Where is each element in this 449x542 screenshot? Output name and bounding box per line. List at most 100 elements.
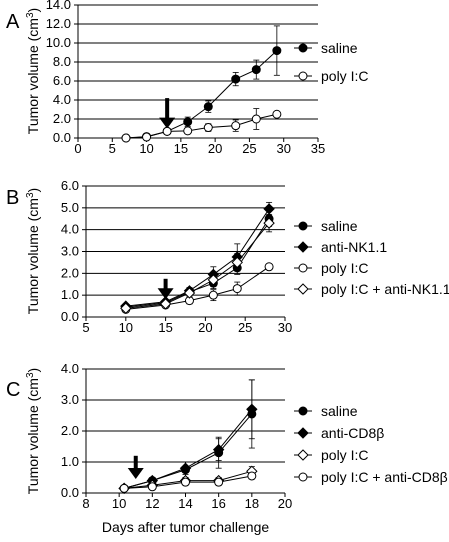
legend-marker: [297, 241, 309, 253]
y-tick-label: 3.0: [61, 392, 79, 407]
y-tick-label: 6.0: [53, 73, 71, 88]
x-tick-label: 30: [278, 320, 292, 335]
panel-letter: A: [6, 11, 20, 33]
treatment-arrowhead: [157, 288, 174, 300]
legend-marker: [298, 43, 308, 53]
data-point: [251, 114, 261, 124]
data-point: [119, 483, 129, 493]
data-point: [231, 121, 241, 131]
legend-entry: saline: [321, 40, 358, 56]
data-point: [214, 477, 224, 487]
legend-marker: [297, 283, 309, 295]
y-tick-label: 5.0: [61, 200, 79, 215]
series-line: [125, 50, 278, 139]
legend-entry: anti-NK1.1: [321, 239, 387, 255]
legend-marker: [298, 263, 308, 273]
y-tick-label: 0.0: [61, 309, 79, 324]
legend-entry: poly I:C + anti-CD8β: [321, 469, 448, 485]
panel-a: A 0.0 2.0 4.0 6.0 8.0 10.0 12.0 14.0 0 5 10 15 20 25 30…: [6, 0, 368, 156]
data-point: [232, 284, 242, 294]
y-tick-label: 4.0: [61, 222, 79, 237]
y-tick-label: 12.0: [46, 16, 71, 31]
y-axis-label: Tumor volume (cm3): [25, 368, 41, 494]
y-tick-label: 0.0: [61, 485, 79, 500]
y-tick-label: 2.0: [61, 265, 79, 280]
data-point: [246, 403, 258, 416]
data-point: [272, 109, 282, 119]
data-point: [121, 133, 131, 143]
series-3: [119, 471, 257, 493]
data-point: [183, 117, 193, 127]
data-point: [264, 262, 274, 272]
panel-letter: B: [6, 187, 19, 209]
data-point: [142, 132, 152, 142]
legend-entry: saline: [321, 403, 358, 419]
legend-entry: poly I:C + anti-NK1.1: [321, 281, 449, 297]
x-tick-label: 10: [112, 496, 126, 511]
data-point: [203, 123, 213, 133]
y-tick-label: 8.0: [53, 54, 71, 69]
data-point: [181, 477, 190, 487]
data-point: [263, 203, 275, 215]
x-tick-label: 12: [145, 496, 159, 511]
treatment-arrowhead: [127, 467, 144, 479]
data-point: [120, 302, 132, 314]
x-tick-label: 15: [174, 141, 188, 156]
x-tick-label: 0: [74, 141, 81, 156]
y-tick-label: 0.0: [53, 130, 71, 145]
legend-marker: [298, 472, 308, 482]
legend-entry: saline: [321, 218, 358, 234]
legend-marker: [297, 449, 309, 461]
x-tick-label: 20: [198, 320, 212, 335]
panel-letter: C: [6, 379, 20, 401]
x-tick-label: 10: [139, 141, 153, 156]
data-point: [208, 290, 218, 300]
series-1: [118, 379, 258, 495]
y-tick-label: 3.0: [61, 244, 79, 259]
panel-b: B 0.0 1.0 2.0 3.0 4.0 5.0 6.0 5 10 15 20 25 30 Tumor v…: [6, 178, 449, 335]
x-tick-label: 20: [208, 141, 222, 156]
panel-c: C 0.0 1.0 2.0 3.0 4.0 8 10 12 14 16 18 20 Tumor volum…: [6, 361, 448, 535]
data-point: [212, 443, 225, 456]
x-tick-label: 20: [278, 496, 292, 511]
x-tick-label: 25: [238, 320, 252, 335]
y-tick-label: 1.0: [61, 454, 79, 469]
y-axis-label: Tumor volume (cm3): [25, 8, 41, 134]
legend-marker: [298, 71, 308, 81]
data-point: [231, 256, 243, 269]
legend-entry: poly I:C: [321, 260, 368, 276]
series-line: [125, 222, 270, 309]
data-point: [179, 462, 192, 474]
x-tick-label: 30: [276, 141, 290, 156]
y-tick-label: 1.0: [61, 287, 79, 302]
legend-marker: [298, 221, 308, 231]
legend-entry: anti-CD8β: [321, 425, 384, 441]
series-0: [121, 210, 274, 312]
legend-marker: [297, 427, 309, 439]
x-tick-label: 8: [82, 496, 89, 511]
y-axis-label: Tumor volume (cm3): [25, 188, 41, 314]
data-point: [203, 102, 213, 112]
x-tick-label: 35: [311, 141, 325, 156]
series-line: [125, 218, 270, 308]
y-tick-label: 4.0: [53, 92, 71, 107]
y-tick-label: 10.0: [46, 35, 71, 50]
y-tick-label: 4.0: [61, 361, 79, 376]
legend-marker: [298, 406, 308, 416]
data-point: [251, 65, 261, 75]
data-point: [231, 74, 241, 84]
series-3: [120, 213, 275, 314]
y-tick-label: 2.0: [61, 423, 79, 438]
data-point: [162, 126, 172, 136]
x-tick-label: 15: [158, 320, 172, 335]
x-tick-label: 5: [109, 141, 116, 156]
data-point: [272, 46, 282, 56]
data-point: [159, 298, 172, 310]
y-tick-label: 2.0: [53, 111, 71, 126]
series-line: [125, 208, 270, 307]
data-point: [147, 482, 157, 492]
x-tick-label: 18: [245, 496, 259, 511]
y-tick-label: 14.0: [46, 0, 71, 12]
x-tick-label: 10: [119, 320, 133, 335]
